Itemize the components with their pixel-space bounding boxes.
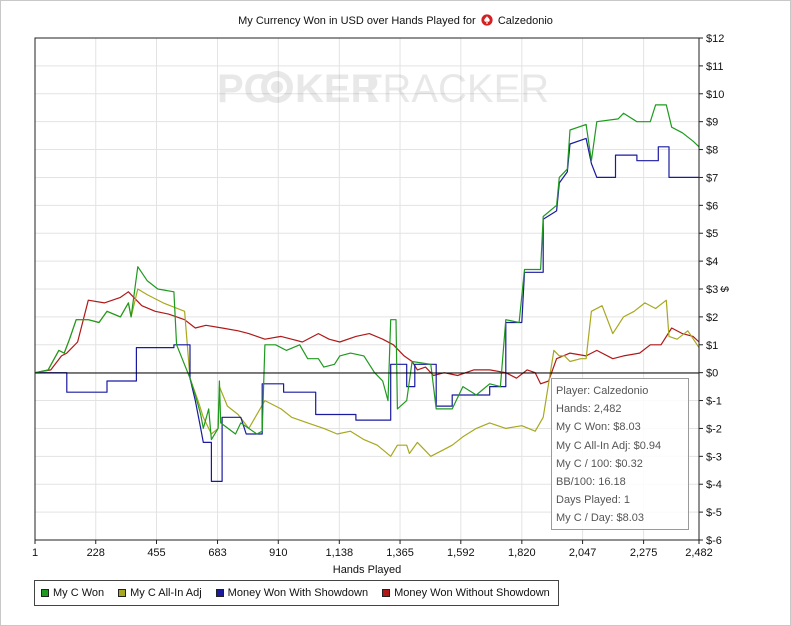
tooltip-won: My C Won: $8.03 bbox=[556, 421, 641, 434]
y-tick-label: $-6 bbox=[706, 535, 722, 547]
x-tick-label: 455 bbox=[147, 547, 165, 559]
legend-label: My C All-In Adj bbox=[130, 587, 202, 599]
x-tick-label: 2,275 bbox=[630, 547, 658, 559]
y-tick-label: $11 bbox=[706, 61, 724, 73]
x-tick-label: 910 bbox=[269, 547, 287, 559]
legend-label: Money Won With Showdown bbox=[227, 587, 369, 599]
y-tick-label: $0 bbox=[706, 368, 718, 380]
x-tick-label: 228 bbox=[87, 547, 105, 559]
x-tick-label: 1,138 bbox=[326, 547, 354, 559]
stats-tooltip: Player: Calzedonio Hands: 2,482 My C Won… bbox=[551, 378, 689, 530]
pokerstars-spade-icon bbox=[481, 14, 493, 26]
y-axis-label: $ bbox=[718, 286, 730, 293]
x-axis-label: Hands Played bbox=[332, 564, 402, 576]
chart-title: My Currency Won in USD over Hands Played… bbox=[0, 14, 791, 27]
tooltip-player: Player: Calzedonio bbox=[556, 385, 649, 397]
y-tick-label: $-4 bbox=[706, 479, 722, 491]
legend-item[interactable]: Money Won With Showdown bbox=[215, 587, 369, 599]
title-prefix: My Currency Won in USD over Hands Played… bbox=[238, 15, 476, 27]
legend-label: Money Won Without Showdown bbox=[394, 587, 550, 599]
y-tick-label: $-5 bbox=[706, 507, 722, 519]
tooltip-per100: My C / 100: $0.32 bbox=[556, 457, 643, 470]
x-tick-label: 1,592 bbox=[447, 547, 475, 559]
x-tick-label: 1 bbox=[32, 547, 38, 559]
y-tick-label: $4 bbox=[706, 256, 718, 268]
series-layer bbox=[34, 104, 700, 482]
legend-swatch bbox=[118, 589, 127, 597]
y-tick-label: $8 bbox=[706, 145, 718, 157]
y-tick-label: $5 bbox=[706, 228, 718, 240]
tooltip-perday: My C / Day: $8.03 bbox=[556, 512, 645, 525]
watermark-po: PO bbox=[217, 67, 275, 111]
y-tick-label: $9 bbox=[706, 117, 718, 129]
tooltip-days: Days Played: 1 bbox=[556, 494, 630, 507]
legend-item[interactable]: My C Won bbox=[41, 587, 104, 599]
x-tick-label: 1,820 bbox=[508, 547, 536, 559]
legend-swatch bbox=[41, 589, 49, 597]
watermark-tracker: TRACKER bbox=[358, 67, 549, 111]
y-tick-label: $12 bbox=[706, 33, 724, 45]
legend-swatch bbox=[215, 589, 224, 597]
tooltip-hands: Hands: 2,482 bbox=[556, 403, 622, 416]
series-line-my-c-won[interactable] bbox=[34, 104, 700, 441]
y-axis: $12 $11 $10 $9 $8 $7 $6 $5 $4 $3 $2 $1 $0 $-1 $-2 $-3 $-… bbox=[699, 33, 724, 547]
y-tick-label: $10 bbox=[706, 89, 724, 101]
y-tick-label: $6 bbox=[706, 200, 718, 212]
legend-item[interactable]: Money Won Without Showdown bbox=[382, 587, 550, 599]
y-tick-label: $-1 bbox=[706, 396, 722, 408]
legend-swatch bbox=[382, 589, 391, 597]
x-tick-label: 1,365 bbox=[386, 547, 414, 559]
y-tick-label: $-3 bbox=[706, 451, 722, 463]
series-line-money-won-without-showdown[interactable] bbox=[34, 291, 700, 385]
chart-legend: My C Won My C All-In Adj Money Won With Sh… bbox=[34, 580, 559, 606]
y-tick-label: $3 bbox=[706, 284, 718, 296]
y-tick-label: $-2 bbox=[706, 423, 722, 435]
y-tick-label: $7 bbox=[706, 172, 718, 184]
tooltip-allin: My C All-In Adj: $0.94 bbox=[556, 439, 662, 452]
legend-label: My C Won bbox=[53, 587, 105, 599]
title-player: Calzedonio bbox=[497, 15, 553, 27]
y-tick-label: $1 bbox=[706, 340, 718, 352]
watermark-ker: KER bbox=[295, 67, 380, 111]
x-tick-label: 2,482 bbox=[685, 547, 713, 559]
tooltip-bb100: BB/100: 16.18 bbox=[556, 476, 626, 489]
x-tick-label: 683 bbox=[208, 547, 226, 559]
y-tick-label: $2 bbox=[706, 312, 718, 324]
x-axis: 1 228 455 683 910 1,138 1,365 1,592 1,820 2,047 2,… bbox=[32, 540, 713, 559]
poker-chip-icon bbox=[261, 71, 293, 103]
x-tick-label: 2,047 bbox=[569, 547, 597, 559]
legend-item[interactable]: My C All-In Adj bbox=[118, 587, 202, 599]
watermark: PO KER TRACKER bbox=[217, 67, 549, 111]
